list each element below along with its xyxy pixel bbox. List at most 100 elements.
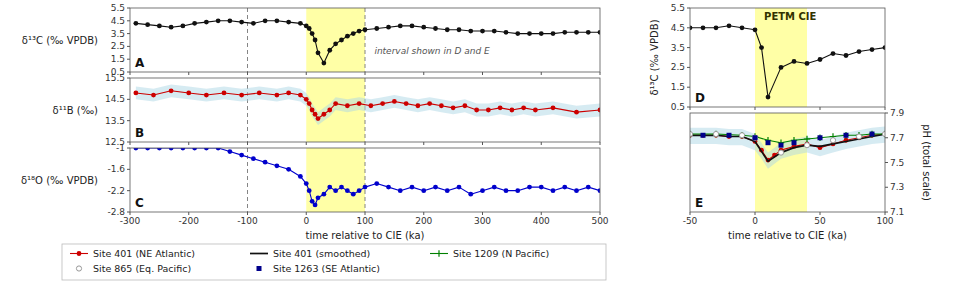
point — [870, 47, 875, 52]
point — [304, 181, 309, 186]
x-axis-label: time relative to CIE (ka) — [306, 230, 425, 241]
point — [539, 31, 544, 36]
point — [778, 150, 783, 155]
point — [804, 136, 810, 142]
point — [830, 138, 835, 143]
y-tick-label: 5.5 — [111, 3, 125, 13]
point — [186, 91, 191, 96]
x-tick — [188, 212, 189, 215]
point — [701, 25, 706, 30]
x-tick — [541, 212, 542, 215]
point — [180, 24, 185, 29]
point — [574, 30, 579, 35]
y2-axis-label: pH (total scale) — [921, 124, 932, 201]
point — [690, 131, 693, 137]
interval-line — [247, 78, 248, 142]
point — [492, 185, 497, 190]
point — [316, 50, 321, 55]
series-line — [690, 26, 885, 97]
y-tick — [127, 99, 130, 100]
x-tick — [188, 142, 189, 145]
x-tick-label: 50 — [814, 216, 826, 226]
y2-tick-label: 7.1 — [890, 207, 904, 217]
point — [480, 29, 485, 34]
point — [345, 34, 350, 39]
point — [204, 93, 209, 98]
x-tick — [188, 72, 189, 75]
point — [339, 185, 344, 190]
point — [298, 93, 303, 98]
y-tick-label: -2.8 — [107, 207, 125, 217]
x-tick — [755, 107, 756, 110]
point — [713, 131, 719, 137]
x-tick — [247, 72, 248, 75]
y2-tick — [885, 212, 888, 213]
point — [333, 41, 338, 46]
point — [551, 105, 556, 110]
point — [310, 108, 315, 113]
point — [333, 188, 338, 193]
series-line — [136, 21, 600, 63]
y-tick-label: 3.5 — [111, 29, 125, 39]
point — [286, 167, 291, 172]
point — [739, 132, 745, 138]
point — [307, 26, 312, 31]
y2-tick-label: 7.5 — [890, 158, 904, 168]
x-tick-label: -50 — [683, 216, 698, 226]
y-tick-label: 3.5 — [671, 43, 685, 53]
x-tick — [423, 142, 424, 145]
y-tick-label: 5.5 — [671, 3, 685, 13]
point — [351, 192, 356, 197]
point — [480, 188, 485, 193]
point — [792, 59, 797, 64]
y2-tick-label: 7.7 — [890, 133, 904, 143]
interval-line — [365, 148, 366, 212]
plot-frame — [130, 8, 600, 72]
y-tick — [127, 33, 130, 34]
y-tick — [127, 46, 130, 47]
annotation: PETM CIE — [764, 11, 816, 22]
y2-tick — [885, 113, 888, 114]
point — [713, 131, 718, 136]
y-tick — [127, 212, 130, 213]
point — [392, 99, 397, 104]
x-tick — [306, 212, 307, 215]
y-axis-label: δ¹¹B (‰) — [53, 105, 98, 116]
plot-frame — [130, 148, 600, 212]
point — [316, 195, 321, 200]
y-tick-label: 15.5 — [105, 73, 125, 83]
point — [398, 188, 403, 193]
legend-label: Site 865 (Eq. Pacific) — [93, 263, 191, 274]
y-tick — [127, 8, 130, 9]
point — [227, 18, 232, 23]
x-tick — [365, 142, 366, 145]
point — [857, 49, 862, 54]
plot-frame — [130, 78, 600, 142]
x-tick — [482, 72, 483, 75]
point — [752, 135, 757, 140]
point — [169, 25, 174, 30]
point — [404, 101, 409, 106]
point — [474, 108, 479, 113]
panel-label: B — [135, 126, 144, 140]
legend-swatch — [257, 266, 262, 271]
point — [368, 103, 373, 108]
point — [133, 91, 138, 96]
y-tick-label: 4.5 — [111, 16, 125, 26]
point — [363, 185, 368, 190]
point — [321, 61, 326, 66]
point — [869, 131, 875, 137]
x-tick-label: -100 — [237, 216, 258, 226]
point — [515, 188, 520, 193]
legend-frame — [62, 244, 606, 280]
point — [818, 57, 823, 62]
y-tick-label: 1.5 — [111, 54, 125, 64]
point — [327, 48, 332, 53]
point — [766, 95, 771, 100]
y2-tick-label: 7.3 — [890, 182, 904, 192]
point — [817, 135, 823, 141]
point — [421, 25, 426, 30]
point — [310, 31, 315, 36]
y-tick-label: 4.5 — [671, 23, 685, 33]
x-tick — [306, 72, 307, 75]
